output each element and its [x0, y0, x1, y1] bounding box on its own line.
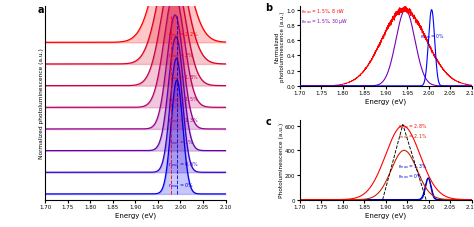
- Text: $r_\mathrm{max}$ = 0%: $r_\mathrm{max}$ = 0%: [168, 181, 194, 190]
- Text: $r_\mathrm{max}$ = 0%: $r_\mathrm{max}$ = 0%: [420, 32, 445, 41]
- Text: a: a: [38, 5, 44, 15]
- Text: $r_\mathrm{max}$ = 2%: $r_\mathrm{max}$ = 2%: [168, 51, 194, 60]
- Y-axis label: Normalized photoluminescence (a.u.): Normalized photoluminescence (a.u.): [39, 48, 44, 158]
- Text: $r_\mathrm{max}$ = 1.5%: $r_\mathrm{max}$ = 1.5%: [168, 94, 199, 103]
- Text: $r_\mathrm{max}$ = 0%: $r_\mathrm{max}$ = 0%: [398, 171, 423, 180]
- X-axis label: Energy (eV): Energy (eV): [365, 99, 406, 105]
- Y-axis label: Photoluminescence (a.u.): Photoluminescence (a.u.): [279, 122, 283, 197]
- Text: c: c: [265, 116, 271, 126]
- X-axis label: Energy (eV): Energy (eV): [365, 212, 406, 218]
- Y-axis label: Normalized
photoluminescence (a.u.): Normalized photoluminescence (a.u.): [274, 12, 285, 82]
- Text: $r_\mathrm{max}$ = 1%: $r_\mathrm{max}$ = 1%: [168, 138, 194, 146]
- Text: $r_\mathrm{max}$ = 2.2%: $r_\mathrm{max}$ = 2.2%: [168, 30, 199, 39]
- Text: $r_\mathrm{max}$ = 2.8%: $r_\mathrm{max}$ = 2.8%: [398, 122, 427, 131]
- Text: $r_\mathrm{max}$ = 1.3%: $r_\mathrm{max}$ = 1.3%: [168, 116, 199, 125]
- Text: $r_\mathrm{max}$ = 2.1%: $r_\mathrm{max}$ = 2.1%: [398, 131, 427, 140]
- Text: $r_\mathrm{max}$ = 1.5%, 30 μW: $r_\mathrm{max}$ = 1.5%, 30 μW: [301, 17, 349, 26]
- X-axis label: Energy (eV): Energy (eV): [115, 212, 156, 218]
- Text: $r_\mathrm{max}$ = 0.6%: $r_\mathrm{max}$ = 0.6%: [168, 159, 199, 168]
- Text: $r_\mathrm{max}$ = 1.8%: $r_\mathrm{max}$ = 1.8%: [168, 73, 199, 82]
- Text: $r_\mathrm{max}$ = 1.3%: $r_\mathrm{max}$ = 1.3%: [398, 161, 427, 170]
- Text: $r_\mathrm{max}$ = 1.5%, 8 nW: $r_\mathrm{max}$ = 1.5%, 8 nW: [301, 8, 346, 16]
- Text: b: b: [265, 3, 273, 13]
